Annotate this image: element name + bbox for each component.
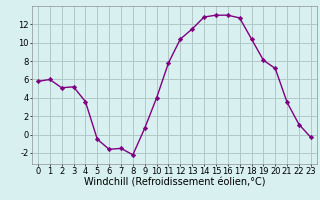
X-axis label: Windchill (Refroidissement éolien,°C): Windchill (Refroidissement éolien,°C) xyxy=(84,178,265,188)
